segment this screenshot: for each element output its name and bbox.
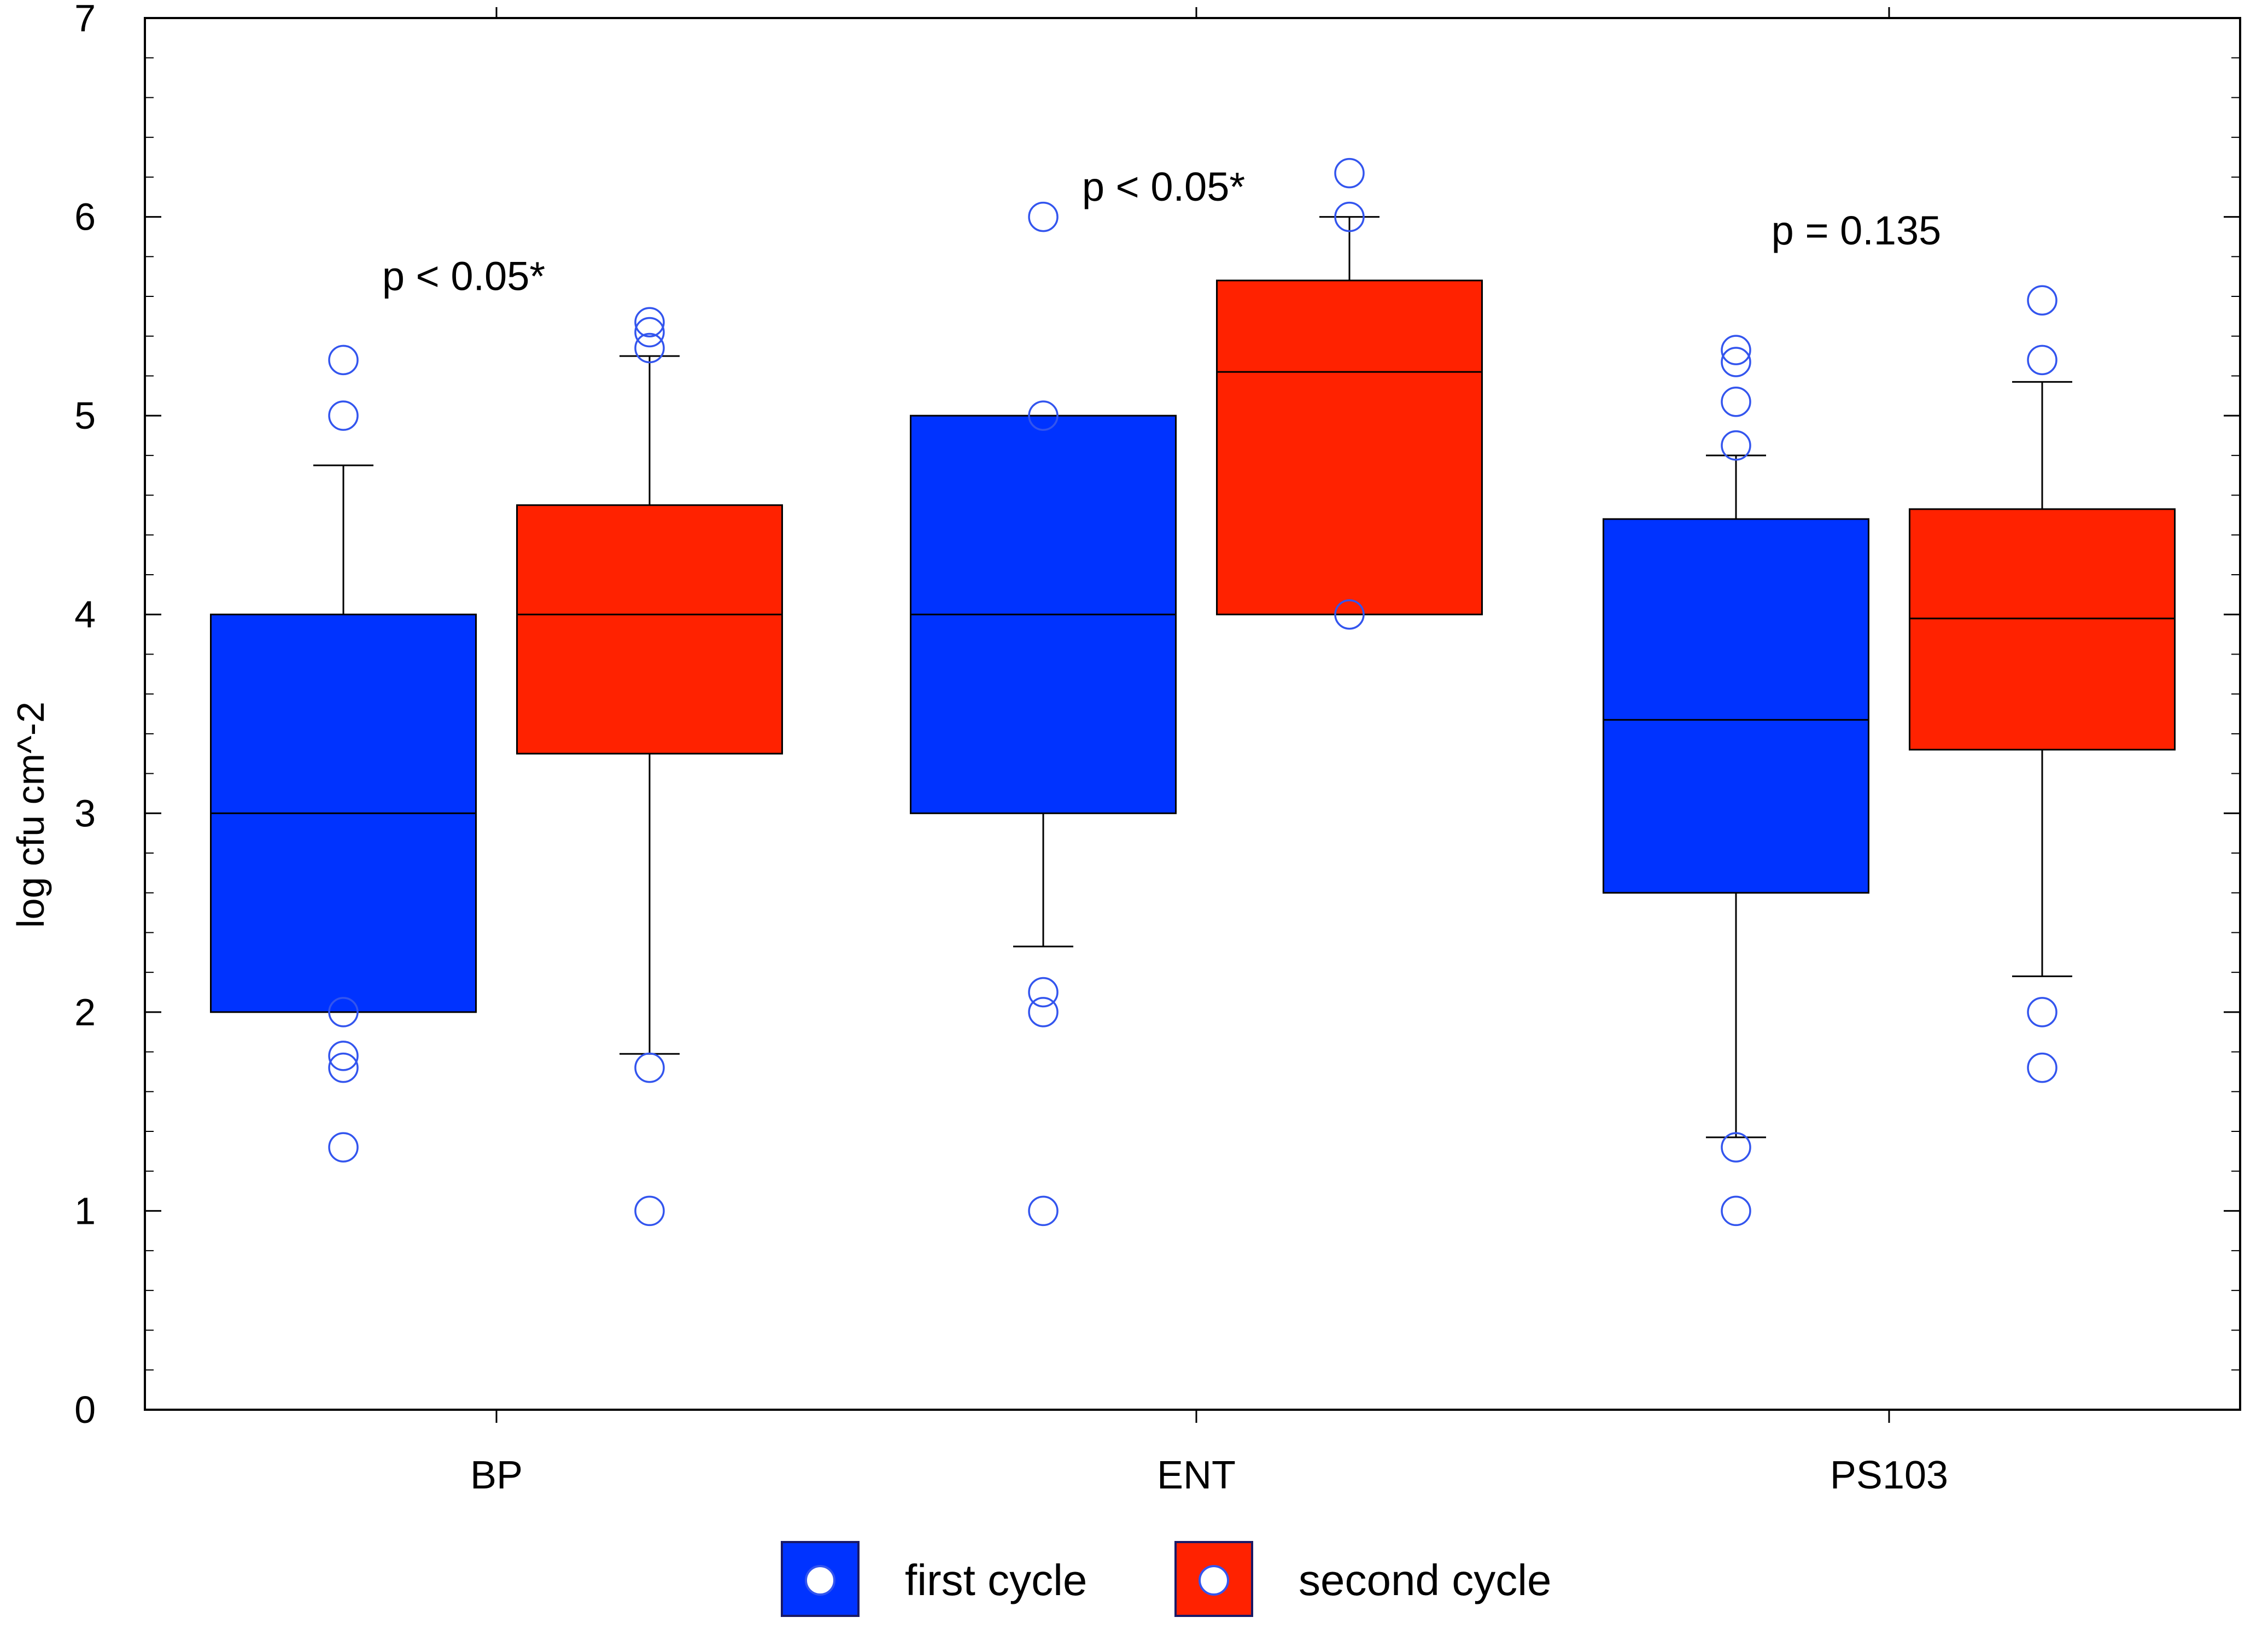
outlier-point <box>2027 345 2057 376</box>
outlier-point <box>1721 347 1751 377</box>
y-tick-label: 1 <box>74 1189 96 1232</box>
outlier-point <box>328 400 359 431</box>
outlier-point <box>634 317 665 348</box>
outlier-point <box>1028 997 1059 1027</box>
x-tick-label: PS103 <box>1830 1453 1948 1497</box>
p-value-annotation: p < 0.05* <box>382 254 545 299</box>
outlier-point <box>1721 335 1751 365</box>
y-tick-label: 2 <box>74 991 96 1034</box>
iqr-box <box>1216 279 1483 616</box>
y-tick-label: 7 <box>74 0 96 39</box>
p-value-annotation: p < 0.05* <box>1082 164 1245 209</box>
outlier-point <box>1334 157 1365 189</box>
box-ent-first-cycle <box>910 201 1177 1227</box>
iqr-box <box>1909 508 2176 751</box>
outlier-point <box>634 1052 665 1083</box>
outlier-point <box>1028 977 1059 1008</box>
iqr-box <box>1603 518 1869 894</box>
p-value-annotation: p = 0.135 <box>1772 208 1942 253</box>
outlier-point <box>1334 201 1365 232</box>
outlier-point <box>1721 1195 1751 1227</box>
legend-swatch <box>781 1541 860 1617</box>
y-tick-label: 0 <box>74 1388 96 1431</box>
legend-item-first-cycle: first cycle <box>781 1541 1087 1617</box>
y-tick-label: 4 <box>74 593 96 636</box>
box-bp-first-cycle <box>210 345 477 1163</box>
plot-frame <box>144 17 2241 1411</box>
outlier-point <box>328 1041 359 1071</box>
outlier-point <box>2027 1052 2057 1083</box>
outlier-point <box>328 1052 359 1083</box>
outlier-point <box>634 307 665 338</box>
outlier-point <box>2027 285 2057 316</box>
outlier-point <box>1721 430 1751 461</box>
outlier-point <box>328 997 359 1027</box>
outlier-point <box>1028 400 1059 431</box>
y-tick-label: 3 <box>74 792 96 834</box>
outlier-point <box>1334 599 1365 630</box>
box-bp-second-cycle <box>516 307 783 1227</box>
outlier-point <box>1028 1195 1059 1227</box>
outlier-point <box>1721 386 1751 417</box>
x-tick-label: BP <box>470 1453 523 1497</box>
x-tick-label: ENT <box>1157 1453 1236 1497</box>
outlier-point <box>328 345 359 376</box>
y-tick-label: 6 <box>74 196 96 238</box>
outlier-point <box>634 332 665 364</box>
legend-label: first cycle <box>905 1556 1087 1604</box>
iqr-box <box>516 504 783 755</box>
outlier-point <box>1028 201 1059 232</box>
y-axis-label: log cfu cm^-2 <box>9 702 52 928</box>
legend-marker <box>1199 1565 1229 1596</box>
box-ps103-first-cycle <box>1603 335 1869 1227</box>
y-tick-label: 5 <box>74 394 96 437</box>
legend-item-second-cycle: second cycle <box>1174 1541 1551 1617</box>
legend-marker <box>805 1565 835 1596</box>
legend: first cycle second cycle <box>781 1541 1551 1617</box>
outlier-point <box>2027 997 2057 1027</box>
outlier-point <box>1721 1132 1751 1163</box>
box-ps103-second-cycle <box>1909 285 2176 1083</box>
legend-label: second cycle <box>1299 1556 1551 1604</box>
outlier-point <box>328 1132 359 1163</box>
box-ent-second-cycle <box>1216 157 1483 630</box>
outlier-point <box>634 1195 665 1227</box>
